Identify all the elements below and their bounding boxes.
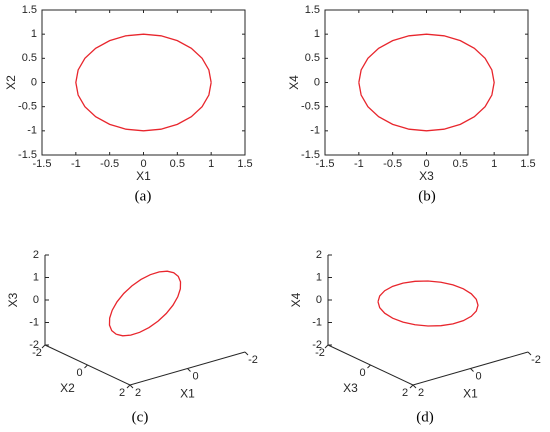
y-tick-label: 0 <box>76 367 82 379</box>
z-tick-label: 0 <box>33 294 39 306</box>
x-tick-label: 1.5 <box>520 158 535 170</box>
x-tick-label: 0 <box>475 370 481 382</box>
x-tick-label: 0.5 <box>453 158 468 170</box>
y-axis-label: X2 <box>4 75 18 90</box>
x-tick-label: 1.5 <box>237 158 252 170</box>
z-tick-label: -2 <box>29 339 39 351</box>
z-tick-label: -1 <box>312 316 322 328</box>
caption: (c) <box>132 409 149 425</box>
y-tick-label: 0 <box>359 367 365 379</box>
y-tick <box>367 364 371 369</box>
axes-box <box>324 9 529 156</box>
x-tick-label: 0 <box>140 158 146 170</box>
x-tick-label: 2 <box>135 387 141 399</box>
y-tick <box>41 344 46 349</box>
x-axis-label: X3 <box>419 169 434 183</box>
y-axis-label: X4 <box>287 75 301 90</box>
y-tick-label: 2 <box>119 387 125 399</box>
x-tick-label: -0.5 <box>100 158 119 170</box>
y-tick-label: 1 <box>314 28 320 40</box>
y-tick <box>84 364 88 369</box>
x-tick-label: 1 <box>491 158 497 170</box>
y-tick-label: 1.5 <box>305 4 320 16</box>
z-tick-label: -1 <box>29 316 39 328</box>
y-axis-label: X3 <box>343 381 358 395</box>
x-tick-label: -1.5 <box>316 158 335 170</box>
y-tick-label: 1.5 <box>22 4 37 16</box>
x-tick-label: 0.5 <box>170 158 185 170</box>
z-tick-label: 1 <box>316 271 322 283</box>
x-tick-label: -2 <box>531 354 541 366</box>
y-tick-label: -0.5 <box>301 101 320 113</box>
z-tick-label: 2 <box>316 249 322 261</box>
x-tick <box>129 384 134 389</box>
curve <box>358 33 495 132</box>
x-tick-label: -0.5 <box>383 158 402 170</box>
y-tick-label: -2 <box>32 347 42 359</box>
x-tick <box>527 351 532 356</box>
x-tick-label: 2 <box>418 387 424 399</box>
x-tick-label: -2 <box>248 354 258 366</box>
x-tick-label: -1.5 <box>33 158 52 170</box>
caption: (b) <box>418 188 436 204</box>
z-tick-label: 2 <box>33 249 39 261</box>
x-tick-label: 0 <box>423 158 429 170</box>
x-tick <box>187 368 191 372</box>
axes-box <box>41 9 246 156</box>
y-tick-label: -2 <box>315 347 325 359</box>
y-tick-label: 1 <box>31 28 37 40</box>
caption: (a) <box>135 188 152 204</box>
y-tick-label: -1.5 <box>18 149 37 161</box>
x-axis-label: X1 <box>463 387 478 401</box>
y-tick-label: -1.5 <box>301 149 320 161</box>
y-tick-label: 0.5 <box>305 52 320 64</box>
x-tick-label: 0 <box>192 370 198 382</box>
y-tick-label: -0.5 <box>18 101 37 113</box>
z-tick-label: 1 <box>33 271 39 283</box>
y-tick-label: 0 <box>31 76 37 88</box>
z-axis-label: X3 <box>6 292 20 307</box>
curve <box>377 280 479 327</box>
x-tick-label: -1 <box>354 158 364 170</box>
y-tick-label: -1 <box>310 125 320 137</box>
curve <box>108 270 182 337</box>
y-tick-label: 2 <box>402 387 408 399</box>
y-tick-label: 0 <box>314 76 320 88</box>
z-axis-label: X4 <box>289 292 303 307</box>
caption: (d) <box>416 409 434 425</box>
y-tick <box>324 344 329 349</box>
x-tick-label: 1 <box>208 158 214 170</box>
x-axis-label: X1 <box>180 387 195 401</box>
y-tick <box>409 384 414 389</box>
y-tick-label: 0.5 <box>22 52 37 64</box>
curve <box>75 33 212 132</box>
y-tick-label: -1 <box>27 125 37 137</box>
x-tick <box>244 351 249 356</box>
y-tick <box>126 384 131 389</box>
z-tick-label: 0 <box>316 294 322 306</box>
x-tick <box>470 368 474 372</box>
x-tick <box>412 384 417 389</box>
z-tick-label: -2 <box>312 339 322 351</box>
y-axis-label: X2 <box>60 381 75 395</box>
x-tick-label: -1 <box>71 158 81 170</box>
x-axis-label: X1 <box>136 169 151 183</box>
